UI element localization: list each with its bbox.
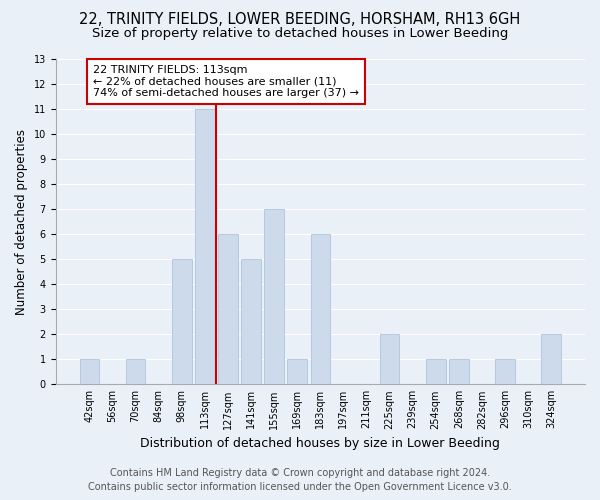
Bar xyxy=(195,109,215,384)
Text: Size of property relative to detached houses in Lower Beeding: Size of property relative to detached ho… xyxy=(92,28,508,40)
Text: Contains HM Land Registry data © Crown copyright and database right 2024.
Contai: Contains HM Land Registry data © Crown c… xyxy=(88,468,512,492)
Bar xyxy=(287,360,307,384)
Bar xyxy=(126,360,145,384)
Bar xyxy=(241,259,261,384)
Bar xyxy=(380,334,400,384)
Bar xyxy=(311,234,330,384)
Text: 22, TRINITY FIELDS, LOWER BEEDING, HORSHAM, RH13 6GH: 22, TRINITY FIELDS, LOWER BEEDING, HORSH… xyxy=(79,12,521,28)
Bar xyxy=(172,259,191,384)
Bar xyxy=(449,360,469,384)
Y-axis label: Number of detached properties: Number of detached properties xyxy=(15,128,28,314)
Bar xyxy=(541,334,561,384)
Bar xyxy=(495,360,515,384)
Bar xyxy=(426,360,446,384)
Bar xyxy=(218,234,238,384)
Text: 22 TRINITY FIELDS: 113sqm
← 22% of detached houses are smaller (11)
74% of semi-: 22 TRINITY FIELDS: 113sqm ← 22% of detac… xyxy=(93,65,359,98)
Bar xyxy=(265,209,284,384)
X-axis label: Distribution of detached houses by size in Lower Beeding: Distribution of detached houses by size … xyxy=(140,437,500,450)
Bar xyxy=(80,360,100,384)
